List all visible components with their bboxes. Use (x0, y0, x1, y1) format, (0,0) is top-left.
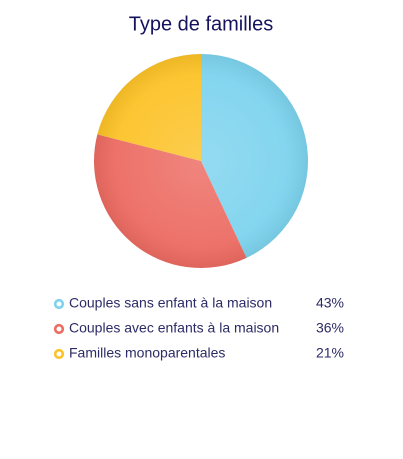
legend-marker (53, 323, 65, 335)
legend-marker (53, 298, 65, 310)
legend: Couples sans enfant à la maison 43% Couple… (53, 295, 344, 361)
legend-label: Familles monoparentales (69, 345, 225, 361)
legend-marker (53, 348, 65, 360)
legend-value: 21% (316, 345, 344, 361)
legend-value: 43% (316, 295, 344, 311)
legend-label: Couples sans enfant à la maison (69, 295, 272, 311)
chart-title: Type de familles (129, 13, 274, 35)
pie (93, 54, 308, 268)
legend-value: 36% (316, 320, 344, 336)
legend-label: Couples avec enfants à la maison (69, 320, 279, 336)
